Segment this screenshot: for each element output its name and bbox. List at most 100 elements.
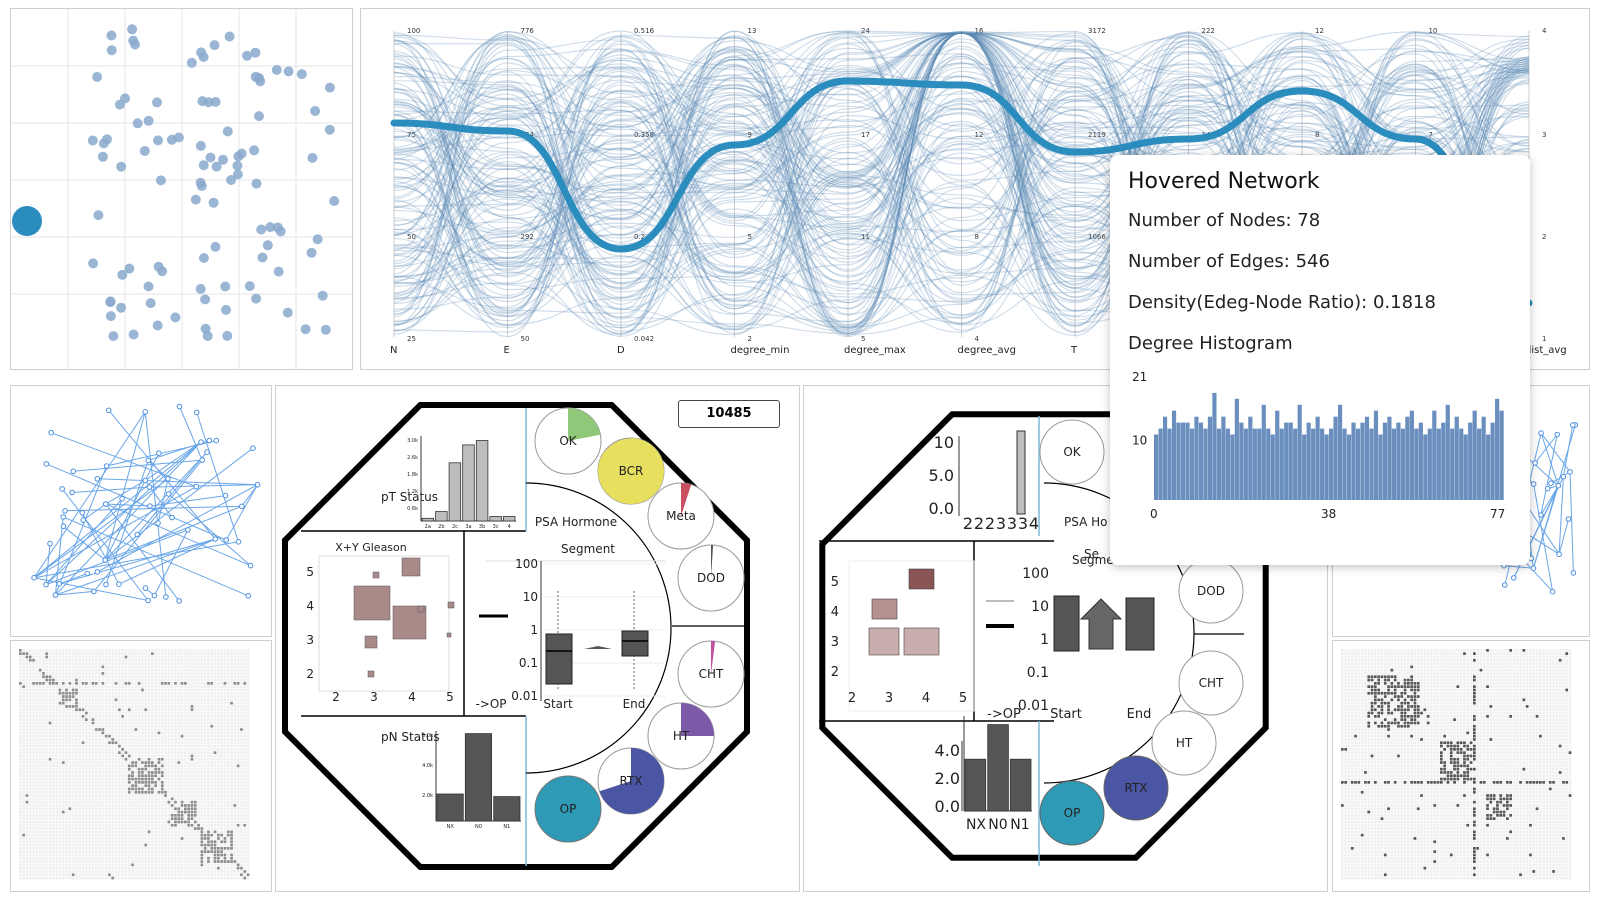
matrix-cell <box>91 724 95 728</box>
matrix-cell <box>154 797 157 801</box>
matrix-cell <box>28 790 32 794</box>
matrix-cell <box>236 754 240 758</box>
matrix-cell <box>104 678 108 682</box>
matrix-cell <box>25 771 29 774</box>
hovered-network-line <box>390 77 1533 307</box>
matrix-cell <box>144 682 148 685</box>
matrix-cell <box>61 668 65 672</box>
matrix-cell <box>42 741 45 745</box>
matrix-cell-on <box>236 823 240 827</box>
scatter-plot[interactable] <box>11 9 352 369</box>
matrix-cell <box>240 800 243 804</box>
matrix-cell <box>200 814 204 817</box>
matrix-cell <box>217 774 220 778</box>
matrix-cell <box>35 705 39 708</box>
matrix-cell-on <box>243 823 247 827</box>
matrix-cell <box>42 695 45 698</box>
matrix-cell <box>217 843 220 847</box>
matrix-cell <box>81 767 85 771</box>
matrix-cell <box>147 724 151 728</box>
matrix-cell <box>174 771 177 774</box>
matrix-cell <box>52 843 55 847</box>
matrix-cell <box>220 715 223 718</box>
matrix-cell-on <box>131 777 134 781</box>
matrix-cell-on <box>190 800 194 804</box>
matrix-cell <box>233 705 237 708</box>
matrix-cell <box>167 761 171 764</box>
matrix-cell <box>61 685 65 688</box>
matrix-cell <box>157 708 161 712</box>
matrix-cell <box>160 721 164 725</box>
matrix-cell <box>226 682 230 685</box>
matrix-cell <box>151 797 154 801</box>
matrix-cell <box>187 774 190 778</box>
matrix-cell <box>217 741 220 745</box>
matrix-cell <box>246 774 250 778</box>
axis-tick-label: 11 <box>861 233 870 241</box>
matrix-cell <box>180 833 184 837</box>
matrix-cell <box>94 658 98 662</box>
matrix-cell <box>71 764 75 768</box>
matrix-cell <box>223 751 227 754</box>
matrix-cell <box>78 800 82 804</box>
matrix-cell <box>65 658 68 662</box>
matrix-cell <box>157 721 161 725</box>
matrix-cell <box>61 800 65 804</box>
matrix-cell <box>111 807 115 811</box>
matrix-cell <box>160 823 164 827</box>
matrix-cell <box>127 804 131 807</box>
matrix-cell <box>94 774 98 778</box>
matrix-cell <box>217 718 220 721</box>
matrix-cell <box>151 701 154 705</box>
matrix-cell <box>78 823 82 827</box>
matrix-cell <box>94 860 98 863</box>
matrix-cell-on <box>61 682 65 685</box>
matrix-cell <box>127 672 131 675</box>
matrix-cell <box>28 731 32 735</box>
matrix-cell <box>157 748 161 751</box>
matrix-cell <box>85 837 88 840</box>
scatter-point <box>210 241 221 252</box>
matrix-cell <box>144 691 148 695</box>
matrix-cell-on <box>151 777 154 781</box>
matrix-cell-on <box>187 804 190 807</box>
matrix-cell <box>88 767 91 771</box>
matrix-cell <box>91 800 95 804</box>
matrix-cell <box>28 652 32 655</box>
matrix-cell <box>236 721 240 725</box>
matrix-cell <box>240 685 243 688</box>
matrix-cell <box>233 856 237 860</box>
matrix-cell <box>111 797 115 801</box>
adjacency-matrix[interactable] <box>11 641 271 891</box>
matrix-cell <box>134 810 138 814</box>
matrix-cell <box>134 738 138 741</box>
matrix-cell <box>233 847 237 850</box>
network-graph[interactable] <box>11 386 271 636</box>
matrix-cell <box>65 652 68 655</box>
matrix-cell <box>141 691 144 695</box>
matrix-cell-on <box>157 790 161 794</box>
matrix-cell <box>111 777 115 781</box>
matrix-cell <box>190 781 194 784</box>
matrix-cell <box>124 649 128 652</box>
matrix-cell-on <box>134 777 138 781</box>
matrix-cell <box>101 774 105 778</box>
matrix-cell <box>197 830 200 834</box>
matrix-cell <box>91 705 95 708</box>
graph-node <box>185 527 191 533</box>
matrix-cell <box>144 856 148 860</box>
matrix-cell <box>52 738 55 741</box>
matrix-cell <box>160 738 164 741</box>
matrix-cell <box>61 744 65 748</box>
matrix-cell <box>48 701 52 705</box>
matrix-cell <box>22 853 25 857</box>
matrix-cell <box>217 767 220 771</box>
matrix-cell <box>151 718 154 721</box>
graph-node <box>245 593 251 599</box>
matrix-cell <box>160 658 164 662</box>
matrix-cell <box>167 652 171 655</box>
matrix-cell <box>184 754 187 758</box>
matrix-cell <box>240 695 243 698</box>
matrix-cell <box>98 718 101 721</box>
matrix-cell <box>223 701 227 705</box>
